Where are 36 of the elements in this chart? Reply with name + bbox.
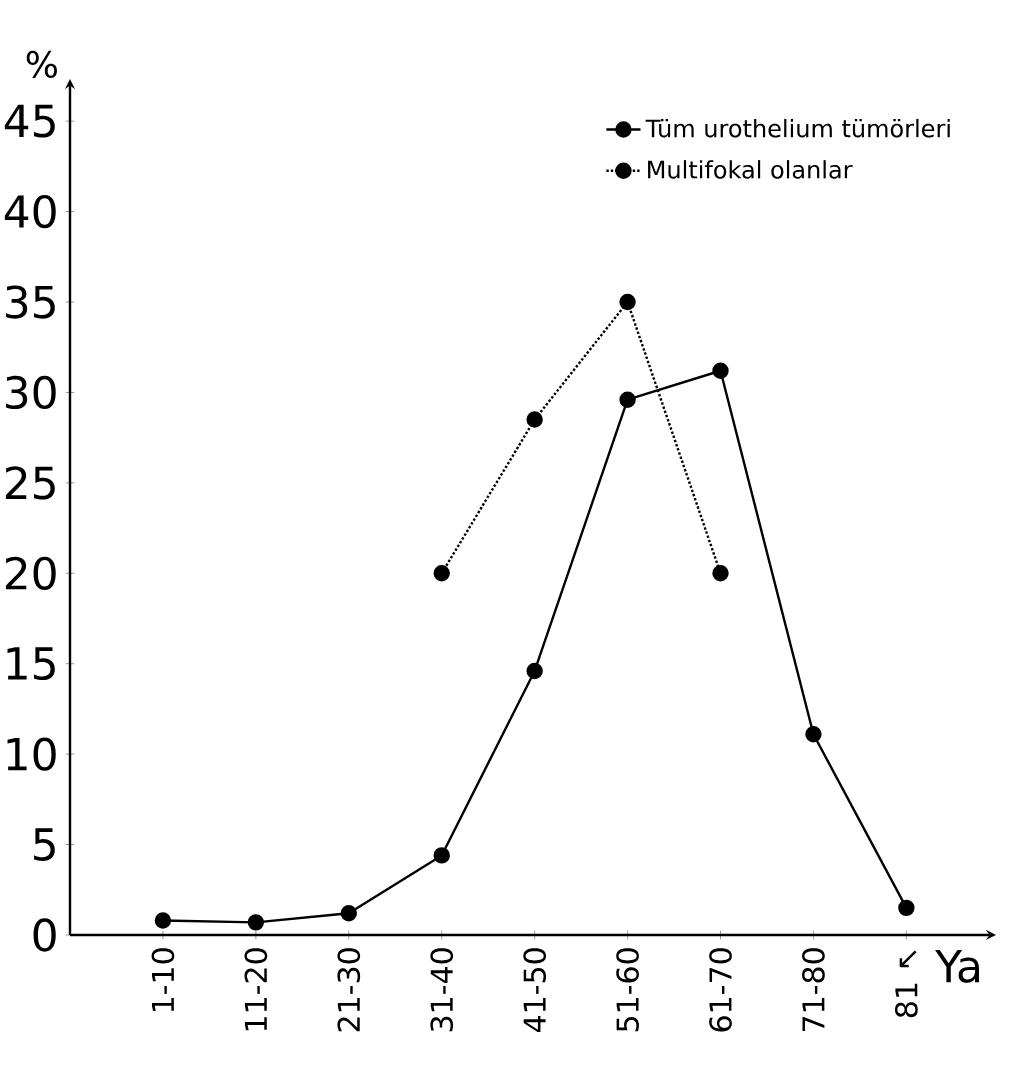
y-tick-label: 25 (5, 466, 55, 500)
x-tick-label: 31-40 (430, 948, 454, 1032)
point (619, 293, 636, 311)
point (433, 847, 450, 864)
x-tick-label: 21-30 (337, 948, 361, 1032)
x-tick-label: 41-50 (523, 948, 547, 1033)
legend-label: Multifokal olanlar (648, 160, 853, 179)
x-tick-label: 11-20 (244, 948, 268, 1031)
y-tick-label: 35 (6, 285, 55, 319)
point (619, 391, 636, 408)
point (154, 912, 172, 929)
point (433, 565, 450, 582)
point (898, 899, 915, 917)
x-tick-label: 51-60 (616, 948, 639, 1032)
x-tick-label: 61-70 (709, 948, 732, 1032)
y-tick-label: 5 (34, 828, 55, 861)
point (712, 565, 729, 582)
y-tick-label: 45 (4, 104, 55, 138)
y-axis-title: % (26, 50, 57, 78)
y-tick-label: 10 (7, 737, 56, 771)
point (712, 362, 729, 379)
x-axis-title: Ya (935, 950, 979, 983)
y-tick-label: 20 (5, 556, 56, 590)
point (340, 905, 357, 922)
y-tick-label: 40 (4, 194, 56, 229)
x-tick-label: 81 ↖ (895, 950, 918, 1018)
point (805, 726, 822, 743)
y-tick-label: 30 (6, 375, 56, 410)
y-tick-label: 15 (7, 647, 55, 681)
legend-label: Tüm urothelium tümörleri (645, 118, 950, 138)
point (247, 914, 265, 931)
point (526, 662, 543, 680)
y-tick-label: 0 (33, 918, 56, 952)
x-tick-label: 1-10 (151, 948, 175, 1012)
point (526, 411, 543, 428)
x-tick-label: 71-80 (802, 948, 825, 1032)
